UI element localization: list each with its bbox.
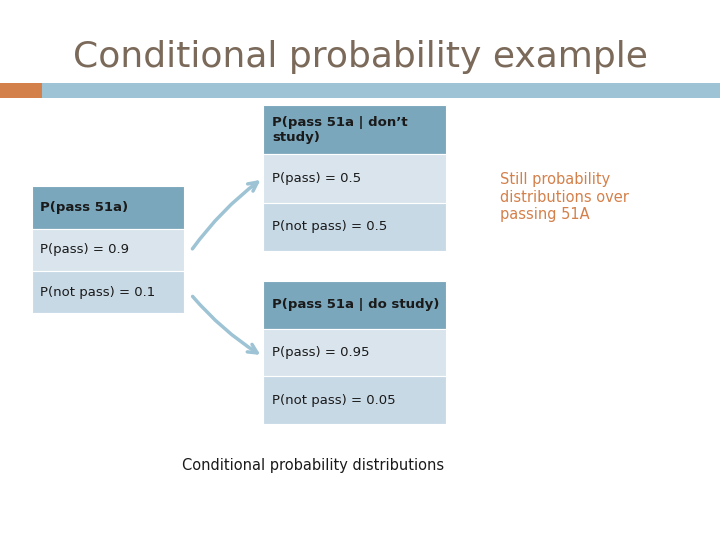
Text: P(pass 51a | do study): P(pass 51a | do study) bbox=[272, 298, 439, 311]
Bar bbox=[0, 83, 720, 98]
Text: P(pass) = 0.9: P(pass) = 0.9 bbox=[40, 243, 129, 256]
Text: P(pass) = 0.5: P(pass) = 0.5 bbox=[272, 172, 361, 185]
Bar bbox=[0, 83, 42, 98]
Bar bbox=[32, 228, 184, 271]
Text: Still probability
distributions over
passing 51A: Still probability distributions over pas… bbox=[500, 172, 629, 222]
Text: P(not pass) = 0.05: P(not pass) = 0.05 bbox=[272, 394, 395, 407]
Bar bbox=[32, 271, 184, 313]
Bar bbox=[263, 328, 446, 376]
Text: P(pass) = 0.95: P(pass) = 0.95 bbox=[272, 346, 369, 359]
Bar bbox=[263, 105, 446, 154]
Bar bbox=[263, 202, 446, 251]
Text: Conditional probability distributions: Conditional probability distributions bbox=[182, 458, 444, 473]
Text: Conditional probability example: Conditional probability example bbox=[73, 40, 647, 73]
Bar bbox=[263, 281, 446, 328]
Text: P(not pass) = 0.5: P(not pass) = 0.5 bbox=[272, 220, 387, 233]
Text: P(pass 51a | don’t
study): P(pass 51a | don’t study) bbox=[272, 116, 408, 144]
Text: P(pass 51a): P(pass 51a) bbox=[40, 201, 128, 214]
Bar bbox=[263, 376, 446, 424]
Bar bbox=[32, 186, 184, 228]
Bar bbox=[263, 154, 446, 202]
Text: P(not pass) = 0.1: P(not pass) = 0.1 bbox=[40, 286, 156, 299]
